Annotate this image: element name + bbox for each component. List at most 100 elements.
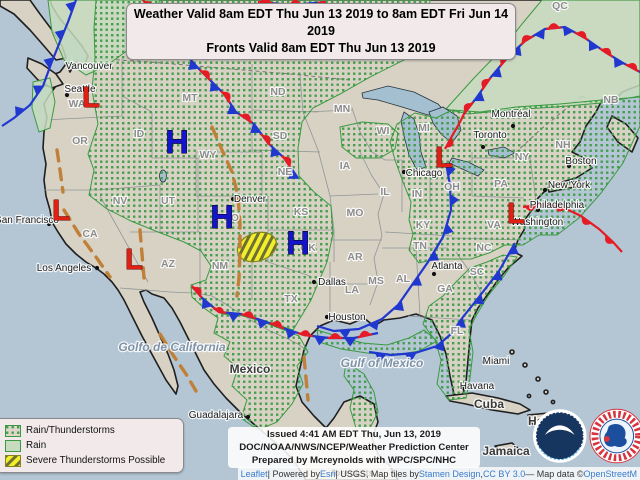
city-dot [535, 207, 541, 213]
city-label: Montréal [492, 109, 531, 120]
state-label-AR: AR [347, 251, 363, 263]
state-label-OR: OR [72, 135, 88, 147]
city-label: New York [548, 180, 591, 191]
city-dot [460, 385, 466, 391]
city-dot [510, 123, 516, 129]
issuing-office: DOC/NOAA/NWS/NCEP/Weather Prediction Cen… [239, 442, 469, 453]
city-dot [480, 144, 486, 150]
state-label-WA: WA [69, 98, 86, 110]
attribution-link[interactable]: Leaflet [240, 468, 268, 479]
legend-item-rain: Rain [5, 438, 179, 453]
state-label-MN: MN [334, 103, 350, 115]
state-label-UT: UT [161, 195, 176, 207]
state-label-WI: WI [377, 125, 390, 137]
water-label: Golfo de California [118, 340, 226, 354]
city-dot [311, 279, 317, 285]
state-label-KY: KY [416, 219, 431, 231]
legend-label: Severe Thunderstorms Possible [26, 455, 166, 466]
weather-valid-line: Weather Valid 8am EDT Thu Jun 13 2019 to… [133, 7, 509, 38]
country-label: Jamaica [482, 444, 530, 458]
severe-swatch [5, 454, 21, 467]
city-dot [46, 221, 52, 227]
city-dot [94, 265, 100, 271]
low-pressure-symbol: L [125, 244, 143, 276]
city-label: Havana [460, 381, 495, 392]
front-michigan-warm-front [444, 113, 465, 150]
state-label-NB: NB [603, 94, 619, 106]
attribution-link[interactable]: CC BY 3.0 [482, 468, 526, 479]
legend-item-severe: Severe Thunderstorms Possible [5, 453, 179, 468]
front-ohio-valley-cold-front [316, 162, 460, 339]
city-label: Los Angeles [37, 263, 92, 274]
state-label-IN: IN [412, 188, 423, 200]
city-label: Guadalajara [189, 410, 244, 421]
state-label-AZ: AZ [161, 258, 176, 270]
state-label-SC: SC [470, 266, 485, 278]
attribution-text: | USGS, Map tiles by [335, 468, 419, 479]
noaa-logo [532, 409, 587, 463]
attribution-link[interactable]: Stamen Design [418, 468, 481, 479]
state-label-NE: NE [278, 166, 293, 178]
city-dot [566, 163, 572, 169]
low-pressure-symbol: L [435, 142, 453, 174]
state-label-MT: MT [182, 92, 198, 104]
agency-logos [532, 408, 640, 466]
city-label: Washington [511, 217, 563, 228]
attribution-link[interactable]: Esri [320, 468, 336, 479]
legend-label: Rain [26, 440, 47, 451]
state-label-AL: AL [396, 273, 411, 285]
state-label-IA: IA [340, 160, 351, 172]
city-label: Toronto [473, 130, 507, 141]
city-label: Seattle [64, 84, 96, 95]
storms-southeast-coast-florida [422, 254, 518, 401]
issued-time: Issued 4:41 AM EDT Thu, Jun 13, 2019 [267, 429, 441, 440]
state-label-KS: KS [294, 206, 309, 218]
state-label-NC: NC [476, 242, 492, 254]
legend-item-rain-thunderstorms: Rain/Thunderstorms [5, 423, 179, 438]
front-quebec-stationary-front [463, 23, 640, 115]
state-label-SD: SD [273, 130, 288, 142]
nws-logo [589, 408, 640, 464]
trough-lines [55, 125, 310, 402]
city-dot [542, 187, 548, 193]
state-label-VA: VA [487, 219, 501, 231]
front-pacific-cold-front [1, 0, 78, 127]
city-dot [401, 169, 407, 175]
trough-line-2 [62, 208, 112, 279]
trough-line-6 [302, 355, 310, 402]
low-pressure-symbol: L [507, 198, 525, 230]
water-label: Gulf of Mexico [341, 356, 424, 370]
city-dot [230, 196, 236, 202]
country-label: Cuba [474, 397, 504, 411]
attribution-text: — Map data © [525, 468, 584, 479]
city-dot [324, 314, 330, 320]
city-dot [64, 92, 70, 98]
rain-thunderstorms-swatch [5, 424, 21, 437]
nws-map-icon [603, 424, 627, 447]
attribution-link[interactable]: OpenStreetM [583, 468, 637, 479]
noaa-seagull-icon [544, 425, 575, 436]
city-label: Atlanta [431, 261, 463, 272]
storms-ohio-valley-northeast [389, 96, 640, 264]
state-label-NH: NH [555, 139, 570, 151]
state-label-NV: NV [113, 195, 128, 207]
city-label: Denver [234, 194, 267, 205]
city-dot [245, 414, 251, 420]
state-label-NY: NY [515, 151, 530, 163]
state-label-OK: OK [300, 242, 316, 254]
legend: Rain/Thunderstorms Rain Severe Thunderst… [0, 418, 184, 473]
storms-gulf-coast [316, 329, 438, 356]
trough-line-4 [210, 125, 242, 298]
high-pressure-symbol: H [286, 225, 309, 261]
pressure-symbols: H H H L L L L L [52, 82, 526, 277]
front-atlantic-warm-front [522, 202, 623, 253]
front-southeast-coast-cold-front [368, 242, 519, 363]
city-dot [521, 218, 527, 224]
storm-areas [87, 0, 640, 431]
country-label: Mexico [230, 362, 271, 376]
attribution-text: | Powered by [267, 468, 320, 479]
state-label-GA: GA [437, 283, 453, 295]
city-label: Vancouver [65, 61, 113, 72]
rain-swatch [5, 439, 21, 452]
